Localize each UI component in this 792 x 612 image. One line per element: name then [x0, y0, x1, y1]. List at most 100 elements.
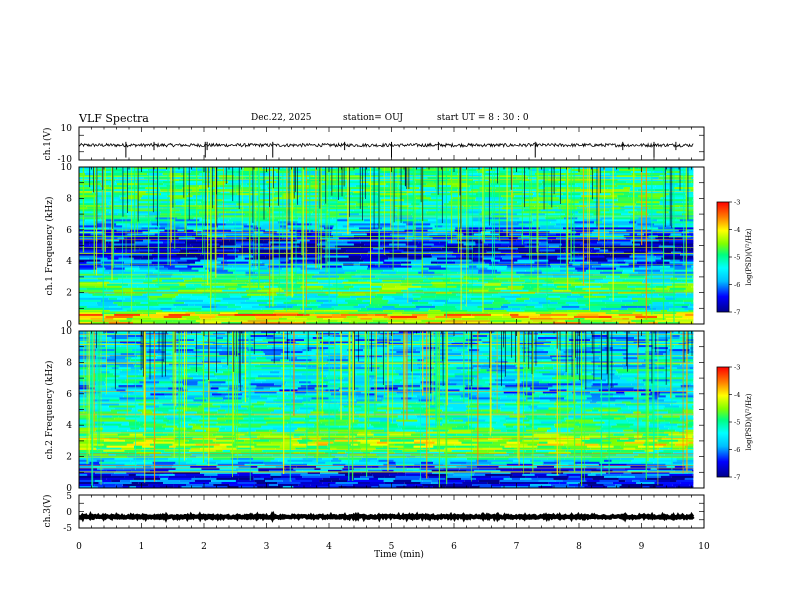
spectrogram-cell — [607, 259, 625, 263]
spectrogram-cell — [239, 421, 267, 425]
spectrogram-cell — [179, 209, 208, 212]
spectrogram-cell — [106, 287, 123, 291]
spectrogram-cell — [531, 353, 548, 356]
spectrogram-cell — [401, 363, 417, 366]
spectrogram-cell — [617, 371, 639, 374]
spectrogram-cell — [318, 263, 344, 267]
spectrogram-cell — [431, 389, 446, 392]
spectrogram-cell — [600, 415, 626, 418]
spectrogram-cell — [264, 281, 279, 285]
spectrogram-cell — [79, 281, 98, 285]
spectrogram-cell — [657, 219, 680, 222]
spectrogram-cell — [255, 219, 279, 222]
spectrogram-cell — [297, 389, 326, 392]
spectrogram-cell — [187, 227, 208, 230]
spectrogram-cell — [539, 401, 556, 404]
spectrogram-cell — [500, 289, 529, 293]
spectrogram-cell — [382, 227, 391, 230]
spectrogram-cell — [435, 287, 462, 291]
spectrogram-cell — [283, 355, 311, 358]
spectrogram-cell — [168, 313, 191, 317]
spectrogram-cell — [616, 331, 624, 334]
spectrogram-cell — [114, 189, 127, 192]
spectrogram-cell — [499, 279, 509, 283]
spectrogram-cell — [161, 349, 175, 352]
spectrogram-cell — [634, 417, 656, 421]
spectrogram-cell — [79, 227, 96, 230]
spectrogram-cell — [461, 287, 489, 291]
spectrogram-cell — [236, 241, 244, 244]
spectrogram-cell — [225, 381, 251, 384]
spectrogram-cell — [658, 385, 681, 388]
spectrogram-cell — [621, 347, 629, 350]
spectrogram-cell — [146, 395, 166, 398]
spectrogram-cell — [157, 199, 173, 202]
spectrogram-cell — [279, 345, 299, 348]
spectrogram-cell — [535, 173, 555, 176]
spectrogram-cell — [630, 369, 650, 372]
spectrogram-cell — [196, 411, 218, 414]
spectrogram-cell — [567, 195, 582, 198]
spectrogram-cell — [194, 303, 220, 307]
spectrogram-cell — [508, 245, 525, 248]
spectrogram-cell — [79, 243, 90, 246]
spectrogram-cell — [636, 209, 664, 212]
spectrogram-cell — [224, 183, 247, 186]
spectrogram-cell — [445, 389, 460, 392]
spectrogram-cell — [188, 221, 209, 224]
spectrogram-cell — [169, 377, 181, 380]
spectrogram-cell — [296, 395, 323, 398]
spectrogram-cell — [524, 285, 531, 289]
spectrogram-cell — [332, 191, 354, 194]
spectrogram-cell — [105, 383, 134, 386]
spectrogram-cell — [476, 169, 496, 172]
spectrogram-cell — [179, 269, 199, 273]
spectrogram-cell — [100, 217, 121, 220]
spectrogram-cell — [299, 167, 318, 170]
spectrogram-cell — [405, 277, 429, 281]
spectrogram-cell — [134, 299, 154, 303]
spectrogram-cell — [626, 181, 643, 184]
spectrogram-cell — [495, 209, 524, 212]
spectrogram-cell — [467, 309, 483, 313]
spectrogram-cell — [333, 225, 343, 228]
spectrogram-cell — [638, 375, 651, 378]
spectrogram-cell — [249, 359, 271, 362]
spectrogram-cell — [183, 277, 192, 281]
spectrogram-cell — [284, 237, 293, 240]
spectrogram-cell — [462, 187, 479, 190]
spectrogram-cell — [666, 351, 683, 354]
spectrogram-cell — [105, 345, 121, 348]
spectrogram-cell — [343, 377, 371, 380]
spectrogram-cell — [263, 203, 279, 206]
spectrogram-cell — [525, 305, 535, 309]
spectrogram-cell — [265, 255, 287, 259]
spectrogram-cell — [548, 203, 575, 206]
spectrogram-cell — [464, 393, 471, 396]
spectrogram-cell — [152, 337, 169, 340]
spectrogram-cell — [451, 331, 478, 334]
spectrogram-cell — [129, 393, 151, 396]
spectrogram-cell — [481, 255, 502, 259]
spectrogram-cell — [219, 353, 241, 356]
spectrogram-cell — [421, 257, 437, 261]
spectrogram-cell — [539, 395, 556, 398]
spectrogram-cell — [486, 195, 502, 198]
spectrogram-cell — [437, 185, 451, 188]
spectrogram-cell — [171, 399, 194, 402]
spectrogram-cell — [530, 387, 549, 390]
spectrogram-cell — [454, 341, 476, 344]
spectrogram-cell — [392, 295, 404, 299]
spectrogram-cell — [466, 409, 482, 412]
spectrogram-cell — [307, 391, 319, 394]
spectrogram-cell — [478, 271, 501, 275]
spectrogram-cell — [492, 193, 512, 196]
spectrogram-cell — [374, 383, 387, 386]
spectrogram-cell — [200, 415, 225, 418]
spectrogram-cell — [333, 419, 359, 423]
spectrogram-cell — [79, 221, 95, 224]
spectrogram-cell — [478, 277, 494, 281]
spectrogram-cell — [79, 201, 98, 204]
spectrogram-cell — [581, 369, 603, 372]
spectrogram-cell — [223, 371, 245, 374]
